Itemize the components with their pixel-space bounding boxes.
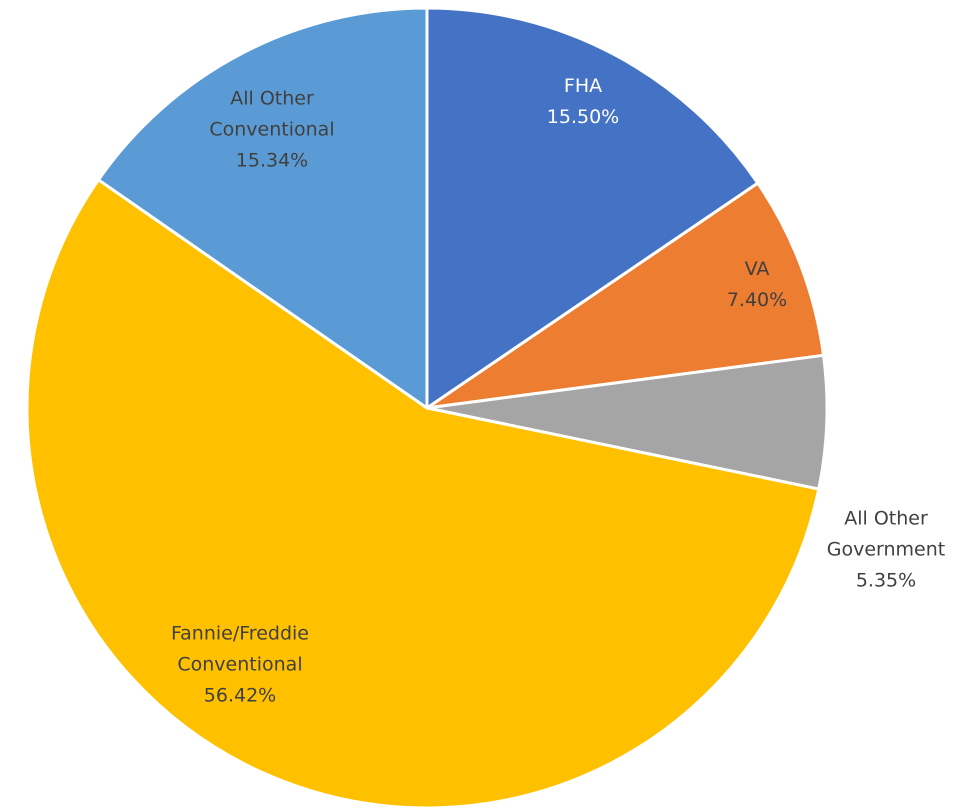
slice-label: VA 7.40% bbox=[672, 254, 842, 316]
category-label: All Other Conventional bbox=[209, 87, 335, 141]
category-label: VA bbox=[744, 258, 770, 280]
slice-label: All Other Conventional 15.34% bbox=[187, 84, 357, 177]
pie-slice bbox=[425, 6, 760, 410]
pie-slice bbox=[425, 181, 826, 410]
pie-slice bbox=[425, 353, 829, 491]
slice-label: FHA 15.50% bbox=[498, 71, 668, 133]
slice-label: All Other Government 5.35% bbox=[801, 504, 971, 597]
slice-label: Fannie/Freddie Conventional 56.42% bbox=[155, 619, 325, 712]
pie-slice bbox=[96, 6, 429, 410]
value-label: 7.40% bbox=[726, 289, 788, 311]
value-label: 5.35% bbox=[855, 569, 917, 592]
category-label: All Other Government bbox=[826, 507, 946, 561]
category-label: FHA bbox=[563, 75, 603, 97]
category-label: Fannie/Freddie Conventional bbox=[170, 622, 309, 676]
value-label: 15.50% bbox=[546, 106, 620, 128]
value-label: 56.42% bbox=[203, 684, 277, 707]
value-label: 15.34% bbox=[235, 149, 309, 172]
pie-slice bbox=[25, 178, 821, 810]
